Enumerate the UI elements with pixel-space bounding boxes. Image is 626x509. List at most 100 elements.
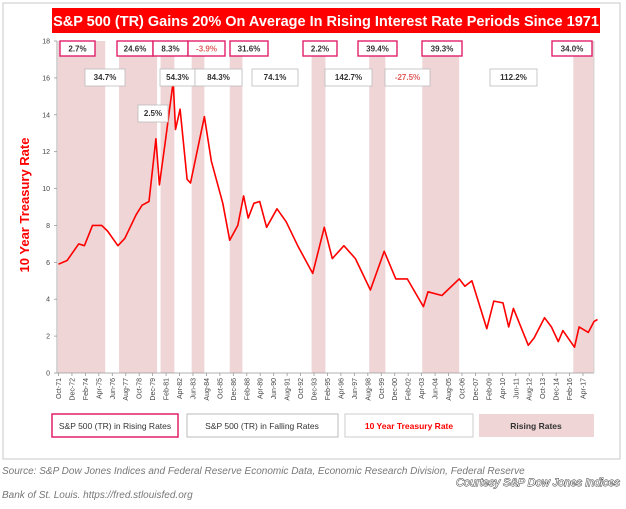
rising-return-box <box>229 40 269 57</box>
y-tick-label: 18 <box>42 39 50 46</box>
falling-return-label: 142.7% <box>335 73 362 82</box>
chart-title: S&P 500 (TR) Gains 20% On Average In Ris… <box>53 14 599 30</box>
x-tick-label: Dec-86 <box>231 378 238 401</box>
rising-return-label: 8.3% <box>161 45 179 54</box>
x-tick-label: Apr-03 <box>419 378 426 399</box>
rising-rate-band <box>311 41 326 373</box>
y-tick-label: 4 <box>46 297 50 304</box>
y-tick-label: 16 <box>42 75 50 82</box>
title-bar <box>52 8 600 33</box>
x-tick-label: Apr-96 <box>338 378 345 399</box>
x-tick-label: Jun-04 <box>433 378 440 400</box>
rising-rate-band <box>191 41 205 373</box>
rising-rate-band <box>160 41 175 373</box>
rising-rate-bands <box>57 41 594 373</box>
x-tick-label: Dec-93 <box>312 378 319 401</box>
x-tick-label: Aug-98 <box>365 378 372 401</box>
return-labels: 2.7% 24.6% 8.3% -3.9% 31.6% 2.2% 39.4% 39.3% 34.… <box>59 40 593 123</box>
rising-return-label: 2.2% <box>311 45 329 54</box>
rising-return-box <box>551 40 593 57</box>
courtesy-text: Courtesy S&P Dow Jones Indices <box>456 477 621 489</box>
rising-return-label: 31.6% <box>238 45 261 54</box>
rising-rate-band <box>119 41 158 373</box>
legend-band-label: Rising Rates <box>510 421 562 431</box>
falling-return-label: 54.3% <box>166 73 189 82</box>
falling-return-box <box>84 68 126 87</box>
x-tick-label: Apr-75 <box>96 378 103 399</box>
rising-rate-band <box>57 41 106 373</box>
x-tick-label: Feb-09 <box>486 378 493 400</box>
falling-return-label: 34.7% <box>94 73 117 82</box>
rising-return-box <box>187 40 226 57</box>
x-tick-label: Feb-02 <box>406 378 413 400</box>
x-tick-label: Feb-81 <box>164 378 171 400</box>
x-tick-label: Apr-10 <box>500 378 507 399</box>
falling-return-box <box>489 68 538 87</box>
falling-return-box <box>251 68 299 87</box>
rising-rate-band <box>573 41 594 373</box>
rising-rate-band <box>369 41 386 373</box>
rising-return-box <box>59 40 96 57</box>
x-tick-label: Aug-05 <box>446 378 453 401</box>
x-tick-label: Feb-16 <box>567 378 574 400</box>
rising-return-label: 2.7% <box>68 45 86 54</box>
x-tick-label: Jun-11 <box>513 378 520 399</box>
legend-falling-box <box>186 413 339 438</box>
source-line-2: Bank of St. Louis. https://fred.stlouisf… <box>2 490 193 501</box>
falling-return-box <box>384 68 431 87</box>
legend-rate-box <box>344 413 474 438</box>
x-tick-label: Jun-83 <box>190 378 197 400</box>
legend-rate-label: 10 Year Treasury Rate <box>365 421 453 431</box>
y-tick-label: 12 <box>42 149 50 156</box>
rising-return-box <box>421 40 463 57</box>
y-tick-label: 8 <box>46 223 50 230</box>
x-tick-label: Dec-07 <box>473 378 480 401</box>
x-tick-label: Oct-71 <box>56 378 63 399</box>
x-tick-label: Jun-97 <box>352 378 359 400</box>
y-tick-label: 2 <box>46 334 50 341</box>
x-tick-label: Dec-14 <box>554 378 561 401</box>
legend-band-swatch <box>479 414 594 437</box>
x-tick-label: Oct-13 <box>540 378 547 399</box>
x-tick-label: Oct-92 <box>298 378 305 399</box>
falling-return-box <box>137 104 169 123</box>
legend-rising-box <box>51 413 179 438</box>
x-tick-label: Jun-90 <box>271 378 278 400</box>
y-tick-label: 14 <box>42 112 50 119</box>
legend-falling-label: S&P 500 (TR) in Falling Rates <box>205 421 319 431</box>
falling-return-box <box>194 68 243 87</box>
rising-return-box <box>357 40 398 57</box>
legend: S&P 500 (TR) in Rising Rates S&P 500 (TR… <box>51 413 594 438</box>
rising-return-label: -3.9% <box>196 45 217 54</box>
x-tick-label: Oct-85 <box>217 378 224 399</box>
x-tick-label: Dec-00 <box>392 378 399 401</box>
y-axis-label: 10 Year Treasury Rate <box>17 138 32 273</box>
x-tick-label: Oct-99 <box>379 378 386 399</box>
x-tick-label: Oct-06 <box>459 378 466 399</box>
source-line-1: Source: S&P Dow Jones Indices and Federa… <box>2 466 525 477</box>
axes: 0 2 4 6 8 10 12 14 16 18 Oct-71 Dec-72 Feb-74 Apr-75 J… <box>42 39 595 401</box>
legend-rising-label: S&P 500 (TR) in Rising Rates <box>59 421 171 431</box>
x-tick-label: Apr-17 <box>581 378 588 399</box>
rising-return-label: 39.3% <box>431 45 454 54</box>
x-tick-label: Feb-95 <box>325 378 332 400</box>
rising-return-label: 24.6% <box>124 45 147 54</box>
y-tick-label: 0 <box>46 371 50 378</box>
rising-rate-band <box>422 41 460 373</box>
rising-rate-band <box>229 41 243 373</box>
falling-return-label: 112.2% <box>500 73 527 82</box>
x-tick-label: Aug-77 <box>123 378 130 401</box>
x-tick-label: Feb-74 <box>83 378 90 400</box>
falling-return-label: 84.3% <box>207 73 230 82</box>
x-tick-label: Feb-88 <box>244 378 251 400</box>
falling-return-label: -27.5% <box>395 73 420 82</box>
rising-return-label: 34.0% <box>561 45 584 54</box>
falling-return-label: 74.1% <box>264 73 287 82</box>
x-tick-label: Jun-76 <box>110 378 117 400</box>
treasury-rate-line <box>58 80 598 348</box>
x-tick-label: Apr-82 <box>177 378 184 399</box>
falling-return-box <box>324 68 373 87</box>
x-tick-label: Apr-89 <box>258 378 265 399</box>
x-tick-label: Oct-78 <box>137 378 144 399</box>
